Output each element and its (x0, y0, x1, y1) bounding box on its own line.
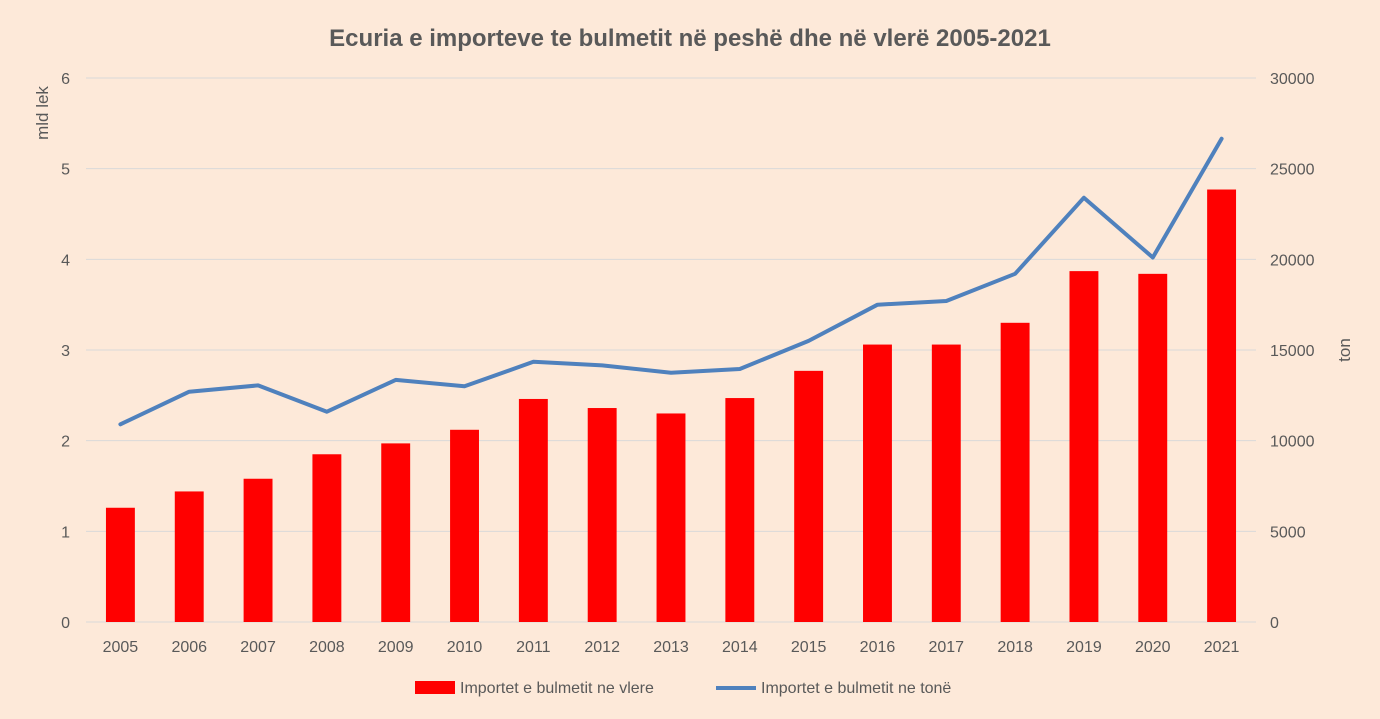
bar (863, 344, 892, 622)
bar (312, 454, 342, 622)
x-tick-label: 2005 (103, 639, 139, 656)
right-tick-label: 25000 (1270, 162, 1315, 179)
x-tick-label: 2011 (516, 639, 551, 656)
left-tick-label: 6 (61, 71, 70, 88)
right-tick-label: 0 (1270, 615, 1279, 632)
x-tick-label: 2008 (309, 639, 345, 656)
x-tick-label: 2021 (1204, 639, 1240, 656)
right-tick-label: 15000 (1270, 343, 1315, 360)
x-tick-label: 2016 (860, 639, 896, 656)
left-tick-label: 3 (61, 343, 70, 360)
right-tick-label: 10000 (1270, 434, 1315, 451)
x-axis-ticks: 2005 2006 2007 2008 2009 2010 2011 2012 2013 2014… (103, 639, 1240, 656)
x-tick-label: 2013 (653, 639, 689, 656)
x-tick-label: 2012 (584, 639, 620, 656)
x-tick-label: 2014 (722, 639, 758, 656)
right-tick-label: 5000 (1270, 524, 1306, 541)
bar (450, 429, 479, 622)
bar (656, 413, 686, 622)
left-axis-title: mld lek (33, 86, 52, 140)
right-axis-ticks: 0 5000 10000 15000 20000 25000 30000 (1270, 71, 1315, 632)
right-tick-label: 20000 (1270, 252, 1315, 269)
bar (518, 398, 548, 622)
left-tick-label: 5 (61, 162, 70, 179)
x-tick-label: 2020 (1135, 639, 1171, 656)
left-tick-label: 2 (61, 434, 70, 451)
line-series (118, 136, 1224, 427)
bar (1069, 271, 1099, 622)
x-tick-label: 2019 (1066, 639, 1102, 656)
x-tick-label: 2007 (240, 639, 276, 656)
bar (1138, 273, 1168, 622)
legend: Importet e bulmetit ne vlere Importet e … (415, 680, 951, 697)
bar (587, 408, 617, 622)
left-tick-label: 4 (61, 252, 70, 269)
x-tick-label: 2015 (791, 639, 827, 656)
legend-bar-label: Importet e bulmetit ne vlere (460, 680, 654, 697)
legend-line-label: Importet e bulmetit ne tonë (761, 680, 951, 697)
bar (931, 344, 961, 622)
left-tick-label: 1 (61, 524, 70, 541)
x-tick-label: 2017 (928, 639, 964, 656)
right-tick-label: 30000 (1270, 71, 1315, 88)
x-tick-label: 2010 (447, 639, 483, 656)
bar-series (105, 189, 1237, 622)
series-line (118, 136, 1224, 427)
x-tick-label: 2009 (378, 639, 414, 656)
bar (725, 398, 755, 622)
chart-title: Ecuria e importeve te bulmetit në peshë … (329, 25, 1051, 52)
x-tick-label: 2006 (171, 639, 207, 656)
bar (1207, 189, 1237, 622)
bar (1000, 322, 1030, 622)
x-tick-label: 2018 (997, 639, 1033, 656)
bar (381, 443, 411, 622)
bar (243, 478, 273, 622)
legend-bar-swatch (415, 681, 455, 694)
bar (105, 507, 135, 622)
left-axis-ticks: 0 1 2 3 4 5 6 (61, 71, 70, 632)
left-tick-label: 0 (61, 615, 70, 632)
bar (174, 491, 204, 622)
bar (794, 370, 824, 622)
right-axis-title: ton (1335, 338, 1354, 362)
